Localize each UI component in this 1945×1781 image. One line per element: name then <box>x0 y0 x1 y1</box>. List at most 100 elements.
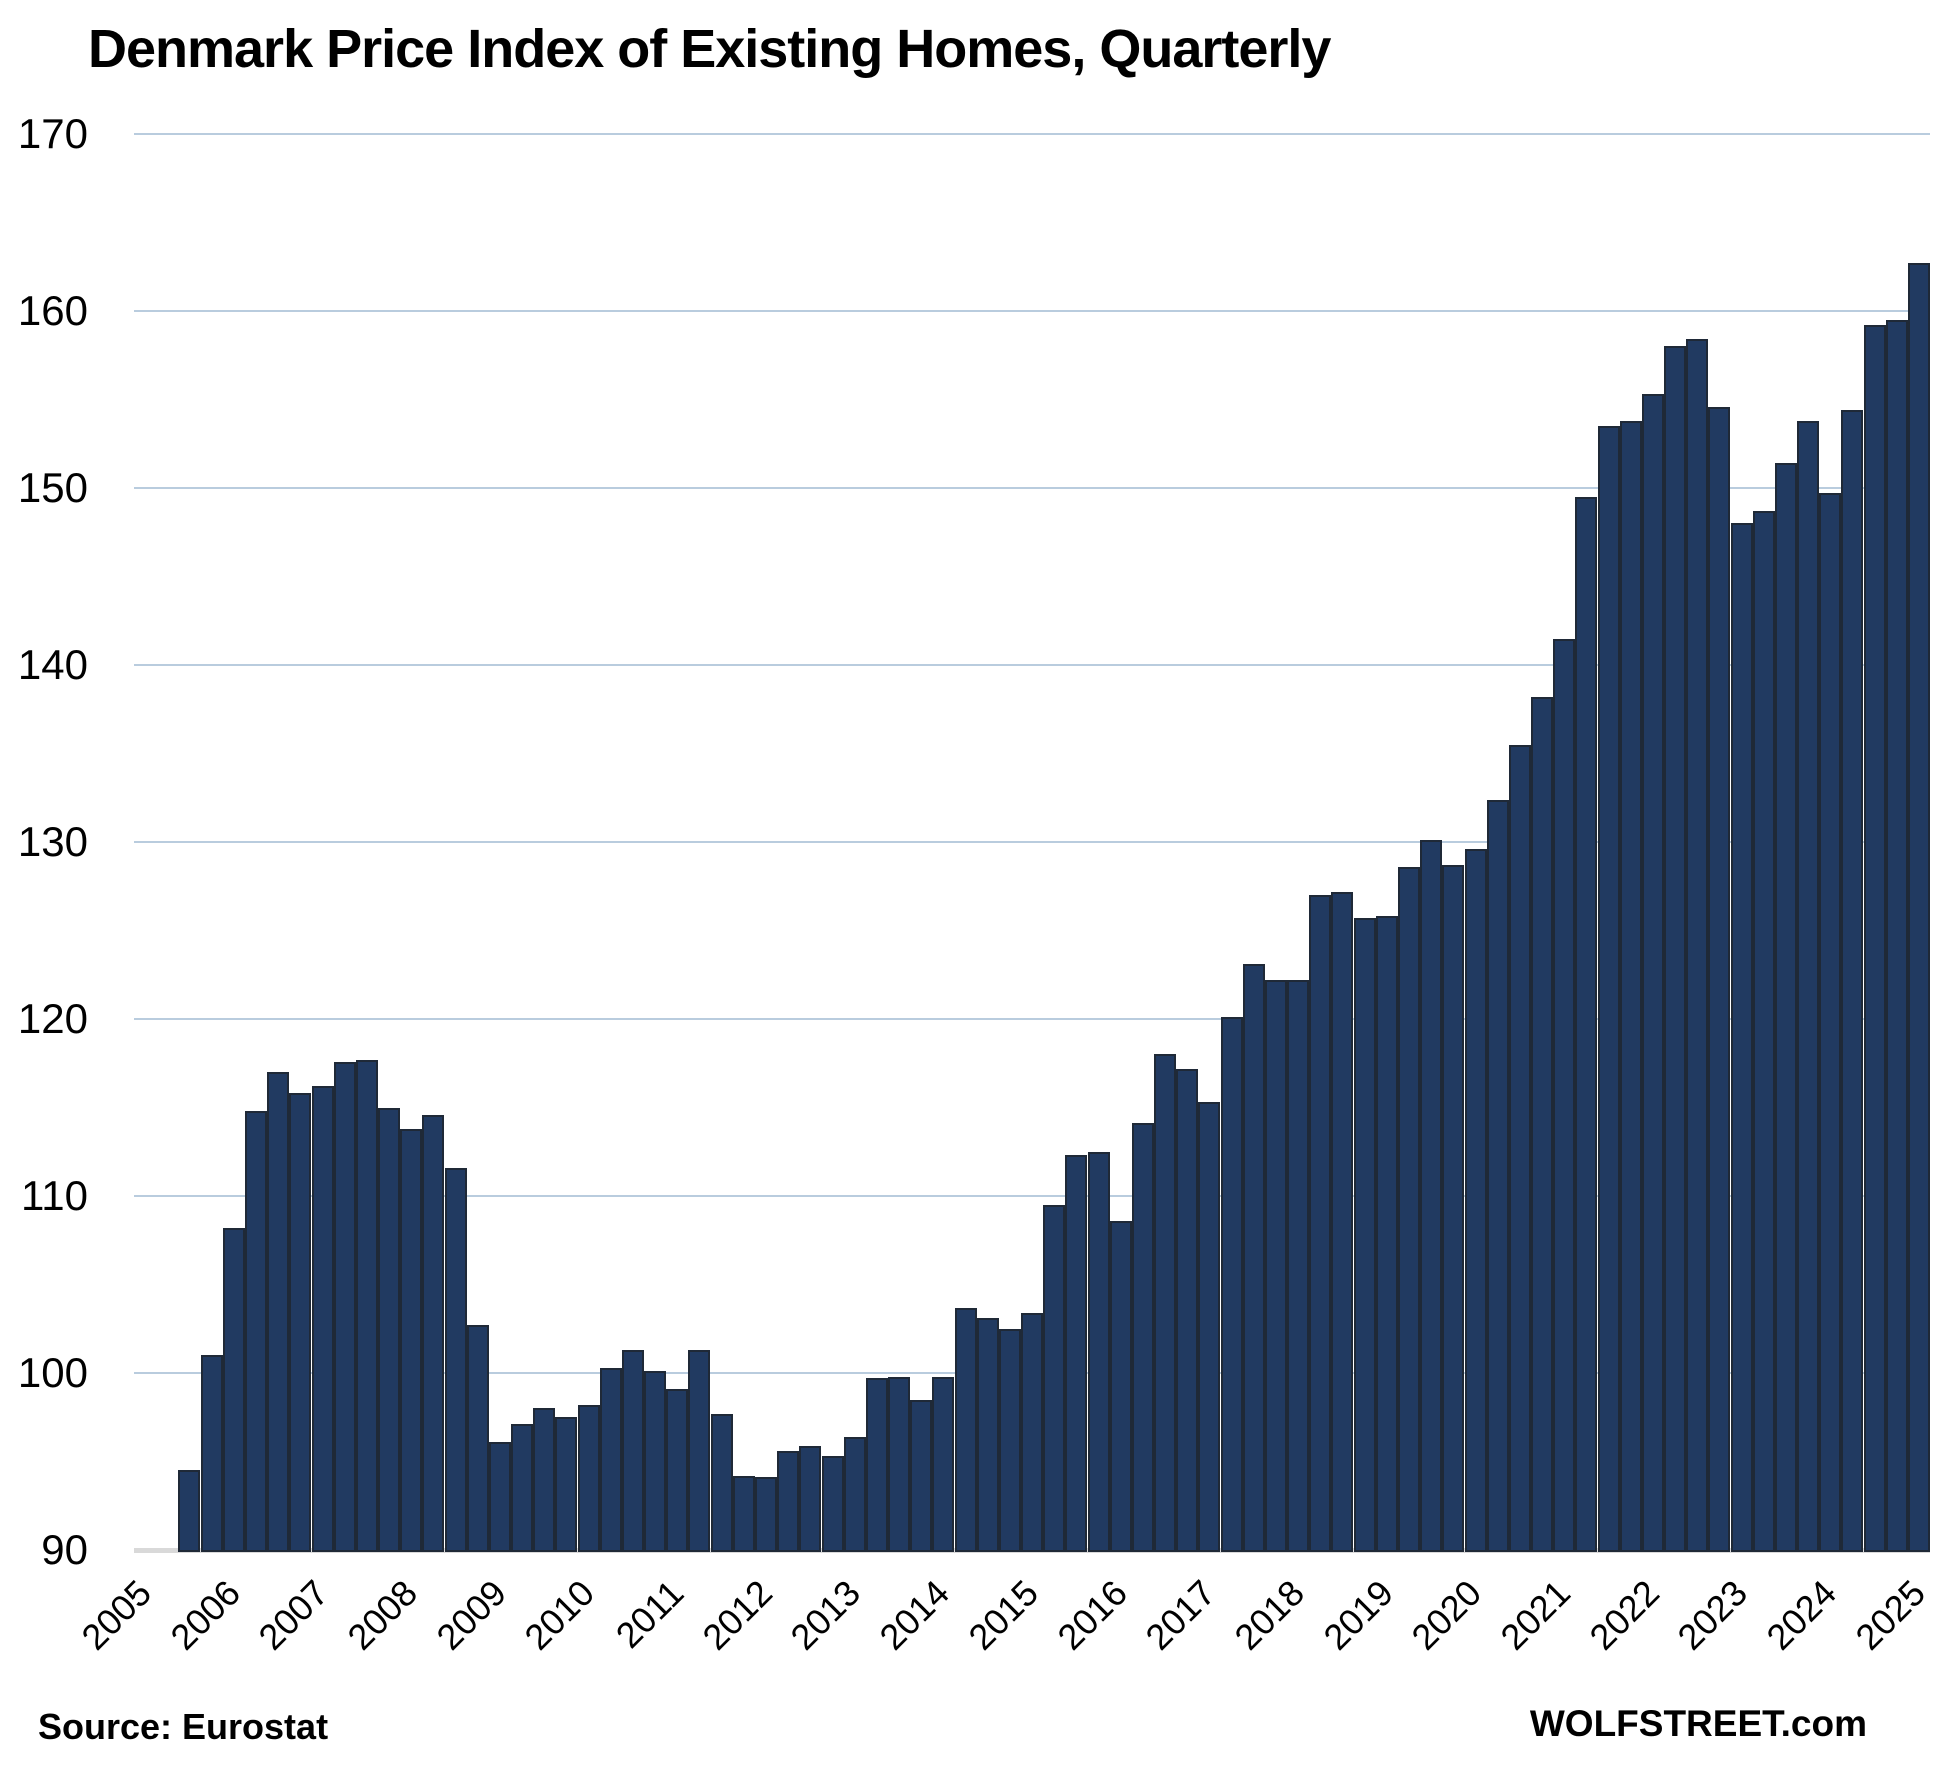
bar-2016-Q1 <box>1109 1220 1132 1552</box>
y-tick-label-170: 170 <box>17 110 88 157</box>
bar-2020-Q1 <box>1464 849 1487 1552</box>
x-tick-label-2020: 2020 <box>1403 1572 1490 1658</box>
bar-2015-Q4 <box>1087 1151 1110 1553</box>
bar-2022-Q1 <box>1641 394 1664 1552</box>
bar-2016-Q3 <box>1154 1054 1177 1552</box>
bar-2006-Q1 <box>222 1227 245 1552</box>
y-tick-label-150: 150 <box>17 464 88 511</box>
bar-2007-Q4 <box>378 1107 400 1552</box>
x-tick-label-2009: 2009 <box>428 1572 514 1658</box>
x-tick-label-2010: 2010 <box>516 1572 603 1658</box>
bar-2013-Q2 <box>865 1378 888 1552</box>
bar-2022-Q3 <box>1686 339 1709 1552</box>
bar-2014-Q3 <box>976 1318 999 1552</box>
x-tick-label-2008: 2008 <box>339 1572 426 1658</box>
bar-2017-Q1 <box>1198 1102 1221 1552</box>
x-tick-label-2022: 2022 <box>1581 1572 1667 1658</box>
gridline-170 <box>134 133 1930 135</box>
gridline-130 <box>134 841 1930 843</box>
bar-2008-Q1 <box>400 1128 423 1552</box>
bar-2014-Q2 <box>954 1307 977 1552</box>
bar-2019-Q4 <box>1442 865 1465 1552</box>
bar-2005-Q4 <box>200 1355 223 1552</box>
bar-2005-Q3 <box>178 1470 201 1552</box>
bar-2008-Q2 <box>422 1114 445 1552</box>
x-tick-label-2024: 2024 <box>1758 1572 1845 1658</box>
bar-2024-Q2 <box>1841 410 1864 1552</box>
x-tick-label-2007: 2007 <box>250 1572 337 1658</box>
bar-2015-Q2 <box>1043 1204 1066 1552</box>
x-tick-label-2023: 2023 <box>1669 1572 1756 1658</box>
x-tick-label-2016: 2016 <box>1048 1572 1135 1658</box>
bar-2019-Q3 <box>1420 840 1443 1552</box>
y-tick-label-110: 110 <box>21 1172 88 1219</box>
x-tick-label-2021: 2021 <box>1492 1572 1579 1658</box>
bar-2009-Q4 <box>555 1417 578 1553</box>
bar-2011-Q1 <box>666 1388 689 1552</box>
bar-2010-Q1 <box>577 1404 600 1552</box>
bar-2021-Q3 <box>1597 426 1620 1552</box>
bar-2022-Q2 <box>1664 346 1686 1552</box>
bar-2017-Q2 <box>1220 1017 1243 1552</box>
x-tick-label-2018: 2018 <box>1226 1572 1312 1658</box>
bar-2025-Q1 <box>1907 263 1930 1552</box>
bar-2018-Q1 <box>1287 980 1310 1552</box>
bar-2007-Q3 <box>355 1059 378 1552</box>
bar-2010-Q2 <box>599 1367 622 1552</box>
bar-2006-Q2 <box>245 1111 267 1552</box>
bar-2021-Q2 <box>1575 496 1598 1552</box>
bar-2017-Q4 <box>1264 980 1287 1552</box>
wolfstreet-watermark: WOLFSTREET.com <box>1529 1703 1867 1744</box>
bar-2012-Q2 <box>777 1450 800 1552</box>
bar-2015-Q1 <box>1021 1312 1043 1552</box>
bar-2024-Q4 <box>1885 319 1908 1552</box>
source-note: Source: Eurostat <box>38 1706 329 1747</box>
bar-2011-Q4 <box>732 1475 755 1552</box>
bar-2018-Q3 <box>1331 891 1354 1552</box>
y-tick-label-140: 140 <box>17 641 88 688</box>
bar-2024-Q1 <box>1819 493 1842 1552</box>
bar-2024-Q3 <box>1863 325 1886 1552</box>
bar-2015-Q3 <box>1065 1155 1088 1552</box>
x-tick-label-2019: 2019 <box>1315 1572 1401 1658</box>
bar-2008-Q3 <box>444 1167 467 1552</box>
y-tick-label-90: 90 <box>41 1526 88 1573</box>
y-tick-label-160: 160 <box>17 287 88 334</box>
bar-2022-Q4 <box>1708 406 1731 1552</box>
bar-2017-Q3 <box>1242 964 1265 1552</box>
y-tick-label-100: 100 <box>17 1349 88 1396</box>
bar-2006-Q4 <box>289 1093 312 1552</box>
bar-2014-Q4 <box>998 1328 1021 1553</box>
x-tick-label-2025: 2025 <box>1847 1572 1933 1658</box>
bar-2009-Q2 <box>511 1424 533 1552</box>
bar-2019-Q1 <box>1375 916 1398 1552</box>
bar-2023-Q1 <box>1730 523 1753 1552</box>
x-tick-label-2014: 2014 <box>871 1572 958 1658</box>
bar-2012-Q4 <box>821 1456 844 1552</box>
gridline-120 <box>134 1018 1930 1020</box>
gridline-150 <box>134 487 1930 489</box>
bar-2006-Q3 <box>267 1072 290 1552</box>
bar-2020-Q3 <box>1508 744 1531 1552</box>
bar-2009-Q3 <box>533 1408 556 1552</box>
y-tick-label-120: 120 <box>17 995 88 1042</box>
chart-title: Denmark Price Index of Existing Homes, Q… <box>88 19 1331 79</box>
bar-2023-Q3 <box>1774 463 1797 1552</box>
bar-2012-Q1 <box>754 1477 777 1552</box>
bar-2010-Q4 <box>644 1371 667 1552</box>
bar-2011-Q2 <box>688 1350 711 1552</box>
bar-2021-Q4 <box>1619 420 1642 1552</box>
bar-2009-Q1 <box>488 1442 511 1552</box>
bar-2018-Q4 <box>1353 918 1376 1552</box>
bar-2007-Q1 <box>311 1086 334 1552</box>
bar-2013-Q3 <box>888 1376 910 1552</box>
bar-2020-Q2 <box>1486 799 1509 1552</box>
gridline-110 <box>134 1195 1930 1197</box>
bar-2012-Q3 <box>799 1445 822 1552</box>
bar-2011-Q3 <box>710 1413 733 1552</box>
x-tick-label-2011: 2011 <box>607 1572 692 1656</box>
gridline-160 <box>134 310 1930 312</box>
bar-2023-Q4 <box>1797 420 1820 1552</box>
